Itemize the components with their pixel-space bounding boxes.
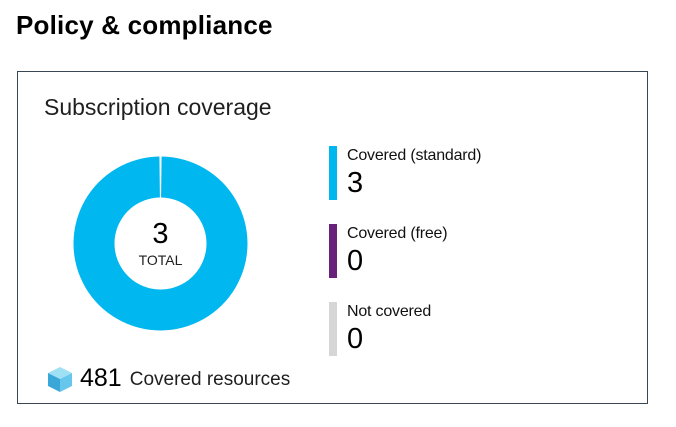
legend-item-not-covered[interactable]: Not covered 0 [329, 302, 481, 380]
legend-item-covered-free[interactable]: Covered (free) 0 [329, 224, 481, 302]
legend-color-bar [329, 146, 337, 200]
coverage-legend: Covered (standard) 3 Covered (free) 0 No… [329, 146, 481, 380]
legend-value: 0 [347, 245, 364, 277]
page-title: Policy & compliance [16, 10, 273, 40]
tile-title: Subscription coverage [44, 94, 272, 120]
legend-label: Covered (standard) [347, 147, 482, 164]
coverage-donut-chart[interactable] [73, 156, 248, 331]
legend-value: 3 [347, 167, 364, 199]
donut-total-value: 3 [152, 217, 169, 250]
covered-resources[interactable]: 481 Covered resources [46, 364, 290, 393]
cube-icon [48, 366, 72, 392]
covered-resources-label: Covered resources [129, 369, 291, 390]
legend-color-bar [329, 224, 337, 278]
legend-item-covered-standard[interactable]: Covered (standard) 3 [329, 146, 481, 224]
legend-value: 0 [347, 323, 364, 355]
donut-total-label: TOTAL [138, 251, 183, 268]
donut-slice-covered-standard[interactable] [73, 156, 248, 331]
subscription-coverage-tile[interactable]: Subscription coverage 3 TOTAL Covered (s… [17, 71, 648, 404]
donut-slices [73, 156, 248, 331]
legend-label: Covered (free) [347, 225, 448, 242]
legend-color-bar [329, 302, 337, 356]
legend-label: Not covered [347, 303, 432, 320]
donut-center: 3 TOTAL [73, 156, 248, 331]
covered-resources-count: 481 [80, 364, 122, 392]
